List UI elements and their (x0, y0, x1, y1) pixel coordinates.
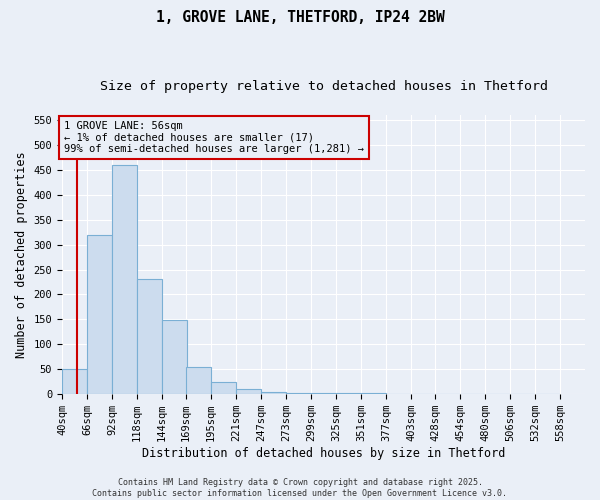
Text: 1 GROVE LANE: 56sqm
← 1% of detached houses are smaller (17)
99% of semi-detache: 1 GROVE LANE: 56sqm ← 1% of detached hou… (64, 121, 364, 154)
Bar (361, 393, 386, 394)
X-axis label: Distribution of detached houses by size in Thetford: Distribution of detached houses by size … (142, 447, 505, 460)
Bar (336, 393, 361, 394)
Bar (87, 234, 112, 394)
Bar (236, 389, 261, 394)
Bar (261, 392, 286, 394)
Bar (162, 320, 187, 394)
Bar (211, 382, 236, 394)
Bar (311, 393, 336, 394)
Title: Size of property relative to detached houses in Thetford: Size of property relative to detached ho… (100, 80, 548, 93)
Y-axis label: Number of detached properties: Number of detached properties (15, 152, 28, 358)
Bar (137, 278, 162, 394)
Text: Contains HM Land Registry data © Crown copyright and database right 2025.
Contai: Contains HM Land Registry data © Crown c… (92, 478, 508, 498)
Bar (186, 367, 211, 394)
Text: 1, GROVE LANE, THETFORD, IP24 2BW: 1, GROVE LANE, THETFORD, IP24 2BW (155, 10, 445, 25)
Bar (112, 165, 137, 394)
Bar (286, 393, 311, 394)
Bar (62, 370, 87, 394)
